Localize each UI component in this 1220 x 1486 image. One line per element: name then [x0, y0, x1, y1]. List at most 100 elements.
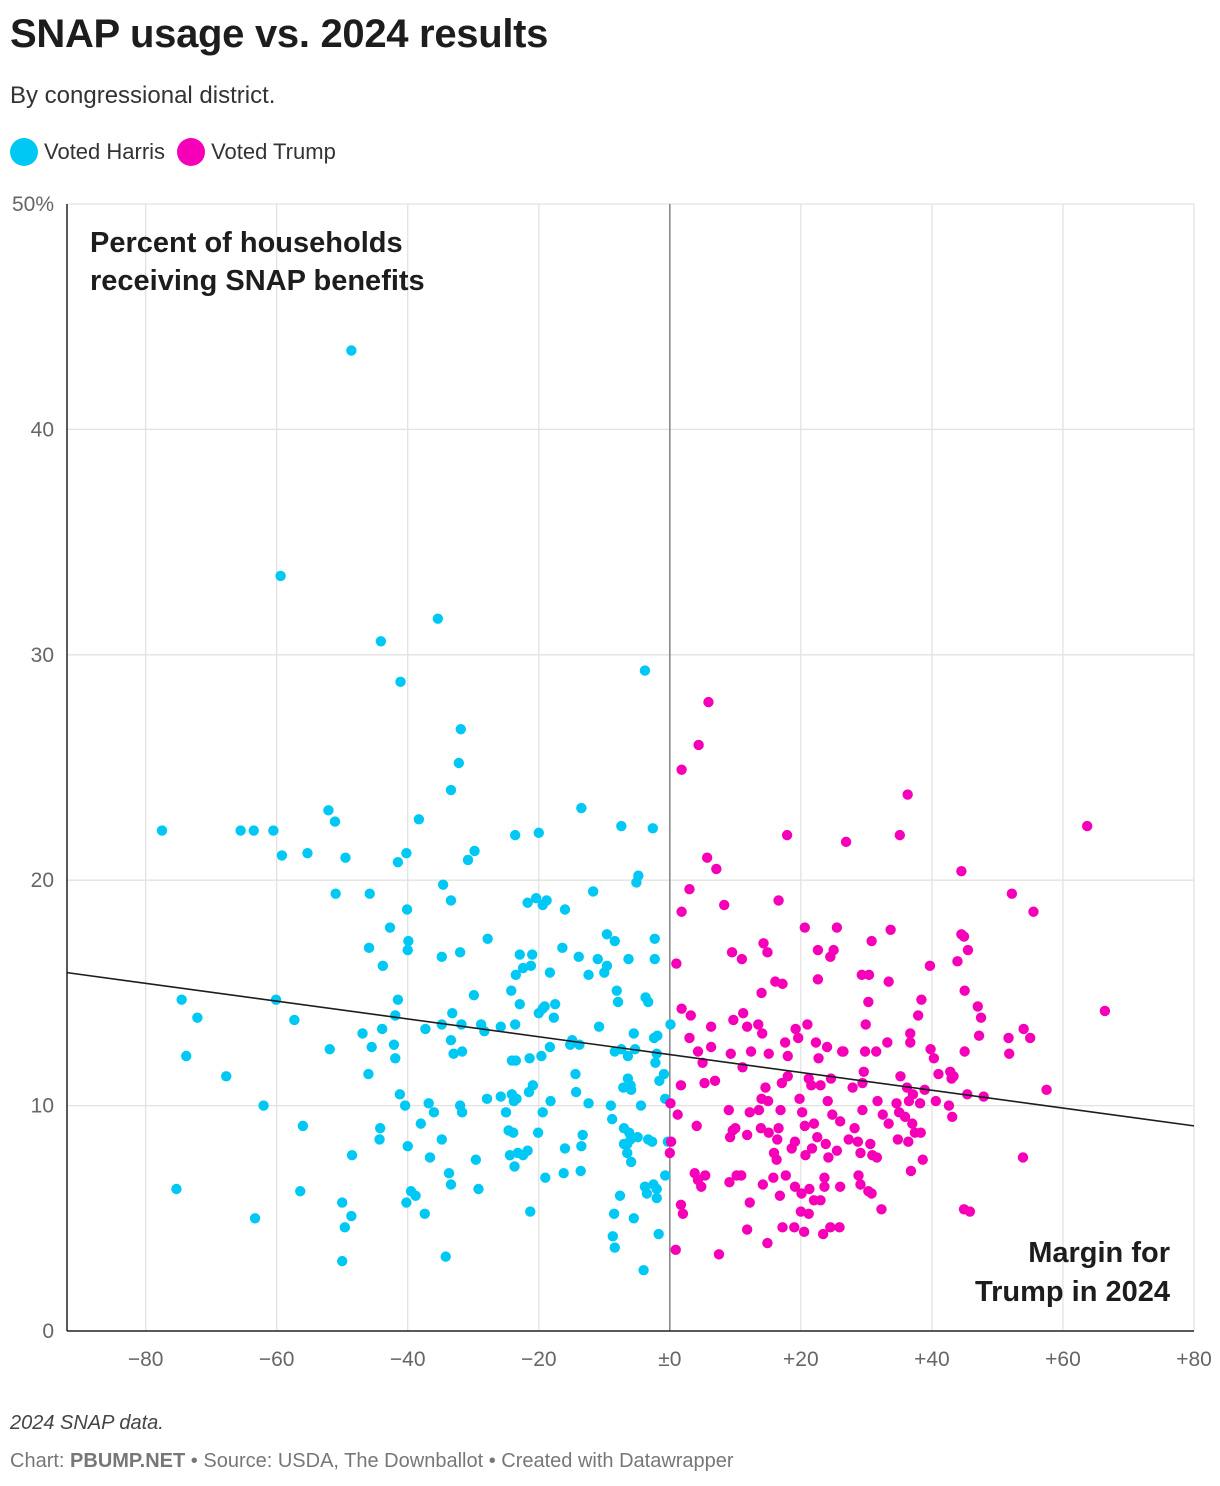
trump-district-point[interactable]	[903, 1136, 914, 1147]
harris-district-point[interactable]	[593, 1021, 605, 1032]
harris-district-point[interactable]	[443, 1168, 455, 1179]
trump-district-point[interactable]	[863, 996, 874, 1008]
harris-district-point[interactable]	[583, 969, 594, 981]
harris-district-point[interactable]	[508, 1127, 519, 1138]
trump-district-point[interactable]	[894, 829, 906, 841]
trump-district-point[interactable]	[943, 1100, 955, 1111]
harris-district-point[interactable]	[558, 1168, 569, 1179]
harris-district-point[interactable]	[599, 967, 610, 978]
harris-district-point[interactable]	[401, 1197, 412, 1208]
harris-district-point[interactable]	[622, 1138, 633, 1150]
trump-district-point[interactable]	[866, 935, 877, 947]
harris-district-point[interactable]	[456, 1107, 468, 1118]
trump-district-point[interactable]	[799, 922, 810, 933]
harris-district-point[interactable]	[390, 1053, 401, 1064]
trump-district-point[interactable]	[825, 951, 836, 963]
harris-district-point[interactable]	[635, 1100, 647, 1111]
trump-district-point[interactable]	[664, 1147, 676, 1159]
harris-district-point[interactable]	[424, 1152, 436, 1163]
trump-district-point[interactable]	[1017, 1152, 1029, 1163]
harris-district-point[interactable]	[432, 613, 444, 624]
harris-district-point[interactable]	[592, 953, 603, 965]
trump-district-point[interactable]	[831, 922, 843, 933]
trump-district-point[interactable]	[857, 1104, 868, 1116]
trump-district-point[interactable]	[856, 969, 867, 981]
harris-district-point[interactable]	[559, 904, 571, 915]
trump-district-point[interactable]	[736, 953, 748, 965]
trump-district-point[interactable]	[812, 974, 824, 985]
trump-district-point[interactable]	[812, 944, 824, 956]
harris-district-point[interactable]	[249, 1213, 261, 1224]
harris-district-point[interactable]	[504, 1149, 516, 1161]
trump-district-point[interactable]	[892, 1134, 904, 1145]
harris-district-point[interactable]	[509, 1161, 520, 1172]
harris-district-point[interactable]	[642, 996, 654, 1008]
trump-district-point[interactable]	[928, 1053, 940, 1064]
harris-district-point[interactable]	[363, 942, 375, 954]
harris-district-point[interactable]	[660, 1170, 671, 1181]
harris-district-point[interactable]	[436, 1019, 447, 1030]
trump-district-point[interactable]	[859, 1046, 871, 1057]
footer-author-link[interactable]: PBUMP.NET	[70, 1450, 186, 1472]
harris-district-point[interactable]	[390, 1010, 401, 1021]
trump-district-point[interactable]	[756, 987, 767, 999]
harris-district-point[interactable]	[524, 1053, 535, 1064]
trump-district-point[interactable]	[806, 1143, 818, 1154]
harris-district-point[interactable]	[575, 1165, 586, 1177]
harris-district-point[interactable]	[248, 825, 259, 836]
trump-district-point[interactable]	[930, 1095, 942, 1107]
harris-district-point[interactable]	[330, 888, 341, 899]
trump-district-point[interactable]	[789, 1181, 801, 1192]
harris-district-point[interactable]	[532, 1127, 544, 1138]
harris-district-point[interactable]	[537, 1107, 548, 1118]
trump-district-point[interactable]	[705, 1041, 717, 1053]
trump-district-point[interactable]	[709, 1075, 721, 1087]
harris-district-point[interactable]	[437, 879, 449, 890]
trump-district-point[interactable]	[933, 1068, 944, 1080]
trump-district-point[interactable]	[849, 1122, 860, 1134]
trump-district-point[interactable]	[972, 1001, 983, 1012]
harris-district-point[interactable]	[346, 1210, 357, 1222]
harris-district-point[interactable]	[297, 1120, 309, 1132]
harris-district-point[interactable]	[276, 850, 288, 861]
harris-district-point[interactable]	[576, 1140, 587, 1152]
harris-district-point[interactable]	[469, 845, 480, 857]
harris-district-point[interactable]	[482, 933, 493, 945]
trump-district-point[interactable]	[684, 884, 695, 895]
harris-district-point[interactable]	[653, 1228, 664, 1240]
harris-district-point[interactable]	[536, 1050, 547, 1062]
harris-district-point[interactable]	[479, 1026, 490, 1037]
harris-district-point[interactable]	[522, 897, 533, 908]
harris-district-point[interactable]	[646, 1136, 658, 1147]
harris-district-point[interactable]	[192, 1012, 203, 1023]
harris-district-point[interactable]	[392, 994, 404, 1005]
trump-district-point[interactable]	[744, 1107, 755, 1118]
trump-district-point[interactable]	[773, 1122, 784, 1134]
harris-district-point[interactable]	[270, 994, 282, 1005]
trump-district-point[interactable]	[838, 1046, 849, 1057]
trump-district-point[interactable]	[665, 1136, 677, 1147]
harris-district-point[interactable]	[523, 1086, 535, 1098]
harris-district-point[interactable]	[583, 1098, 594, 1109]
harris-district-point[interactable]	[628, 1028, 639, 1039]
trump-district-point[interactable]	[692, 1046, 704, 1057]
harris-district-point[interactable]	[419, 1208, 430, 1219]
harris-district-point[interactable]	[651, 1192, 662, 1204]
trump-district-point[interactable]	[723, 1104, 734, 1116]
trump-district-point[interactable]	[956, 865, 967, 877]
trump-district-point[interactable]	[670, 1244, 681, 1256]
trump-district-point[interactable]	[915, 1127, 926, 1138]
trump-district-point[interactable]	[882, 1037, 893, 1048]
trump-district-point[interactable]	[1006, 888, 1018, 899]
harris-district-point[interactable]	[506, 985, 517, 996]
harris-district-point[interactable]	[401, 847, 412, 859]
harris-district-point[interactable]	[514, 998, 525, 1010]
harris-district-point[interactable]	[622, 1147, 633, 1159]
harris-district-point[interactable]	[638, 1264, 649, 1276]
trump-district-point[interactable]	[975, 1012, 987, 1023]
harris-district-point[interactable]	[509, 1019, 521, 1030]
trump-district-point[interactable]	[799, 1120, 810, 1132]
trump-district-point[interactable]	[834, 1116, 846, 1127]
trump-district-point[interactable]	[762, 1237, 773, 1249]
trump-district-point[interactable]	[834, 1222, 845, 1233]
